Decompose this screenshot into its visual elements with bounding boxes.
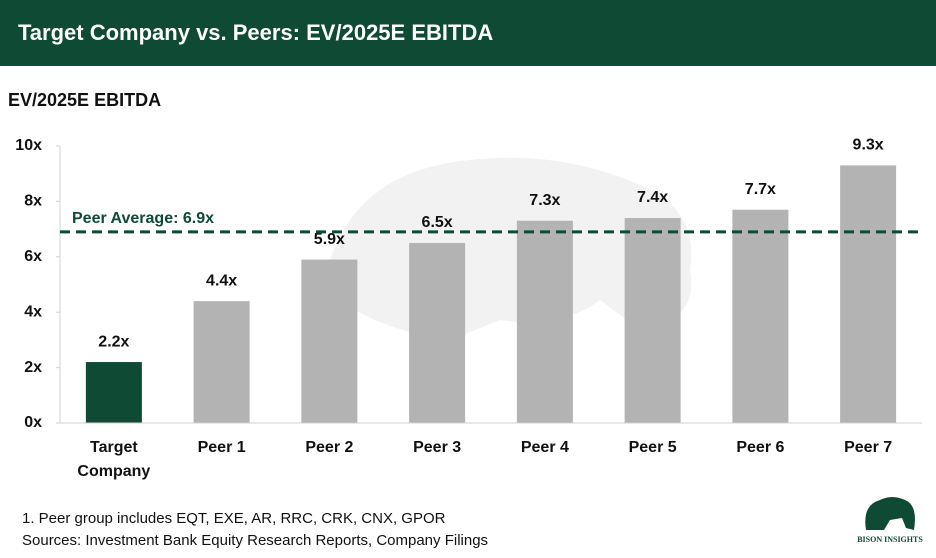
y-tick-label: 4x (24, 303, 42, 320)
data-label: 9.3x (853, 137, 884, 154)
x-tick-label: Peer 6 (736, 439, 785, 456)
bar (624, 218, 681, 423)
data-label: 2.2x (98, 333, 129, 350)
bar (409, 242, 466, 423)
data-label: 4.4x (206, 272, 237, 289)
y-tick-label: 10x (15, 137, 42, 154)
chart-title: EV/2025E EBITDA (8, 90, 161, 110)
footnote: 1. Peer group includes EQT, EXE, AR, RRC… (22, 510, 446, 527)
bar (301, 259, 358, 423)
y-tick-label: 8x (24, 193, 42, 210)
x-tick-label: Peer 4 (520, 439, 569, 456)
x-tick-label: Peer 1 (197, 439, 246, 456)
bar (516, 220, 573, 423)
y-tick-label: 2x (24, 359, 42, 376)
logo-text: BISON INSIGHTS (857, 535, 923, 544)
header-title: Target Company vs. Peers: EV/2025E EBITD… (18, 20, 494, 45)
x-tick-label: Peer 2 (305, 439, 354, 456)
footnote: Sources: Investment Bank Equity Research… (22, 532, 489, 549)
data-label: 7.3x (529, 192, 560, 209)
data-label: 7.7x (745, 181, 776, 198)
bar (193, 301, 250, 423)
x-tick-label: Peer 3 (413, 439, 462, 456)
y-tick-label: 0x (24, 414, 42, 431)
header-bar: Target Company vs. Peers: EV/2025E EBITD… (0, 0, 936, 66)
data-label: 6.5x (422, 214, 453, 231)
data-label: 7.4x (637, 189, 668, 206)
bar (840, 165, 897, 423)
data-label: 5.9x (314, 231, 345, 248)
bar (85, 362, 142, 423)
x-tick-label: Peer 5 (628, 439, 677, 456)
reference-label: Peer Average: 6.9x (72, 210, 214, 227)
x-tick-label: Target Company (77, 439, 151, 480)
x-tick-label: Peer 7 (844, 439, 893, 456)
logo: BISON INSIGHTS (857, 497, 923, 544)
y-tick-label: 6x (24, 248, 42, 265)
bar (732, 209, 789, 423)
